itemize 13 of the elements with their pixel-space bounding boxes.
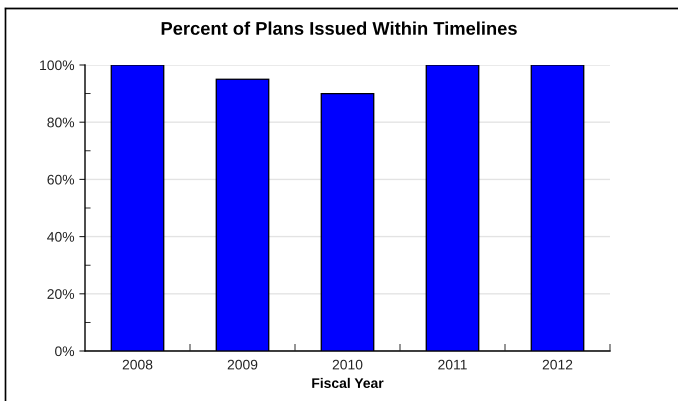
x-tick-label: 2008: [122, 360, 152, 370]
chart-title: Percent of Plans Issued Within Timelines: [162, 21, 517, 35]
x-tick-label: 2012: [542, 360, 572, 370]
y-tick-label: 40%: [47, 232, 74, 242]
y-tick-label: 0%: [55, 346, 74, 356]
y-tick-label: 80%: [47, 118, 74, 128]
x-tick-label: 2009: [228, 360, 258, 370]
x-tick-label: 2010: [332, 360, 362, 370]
y-tick-label: 100%: [40, 60, 74, 70]
y-tick-label: 20%: [47, 289, 74, 299]
y-tick-label: 60%: [47, 174, 74, 185]
x-axis-title: Fiscal Year: [312, 378, 384, 388]
x-tick-label: 2011: [438, 360, 467, 370]
